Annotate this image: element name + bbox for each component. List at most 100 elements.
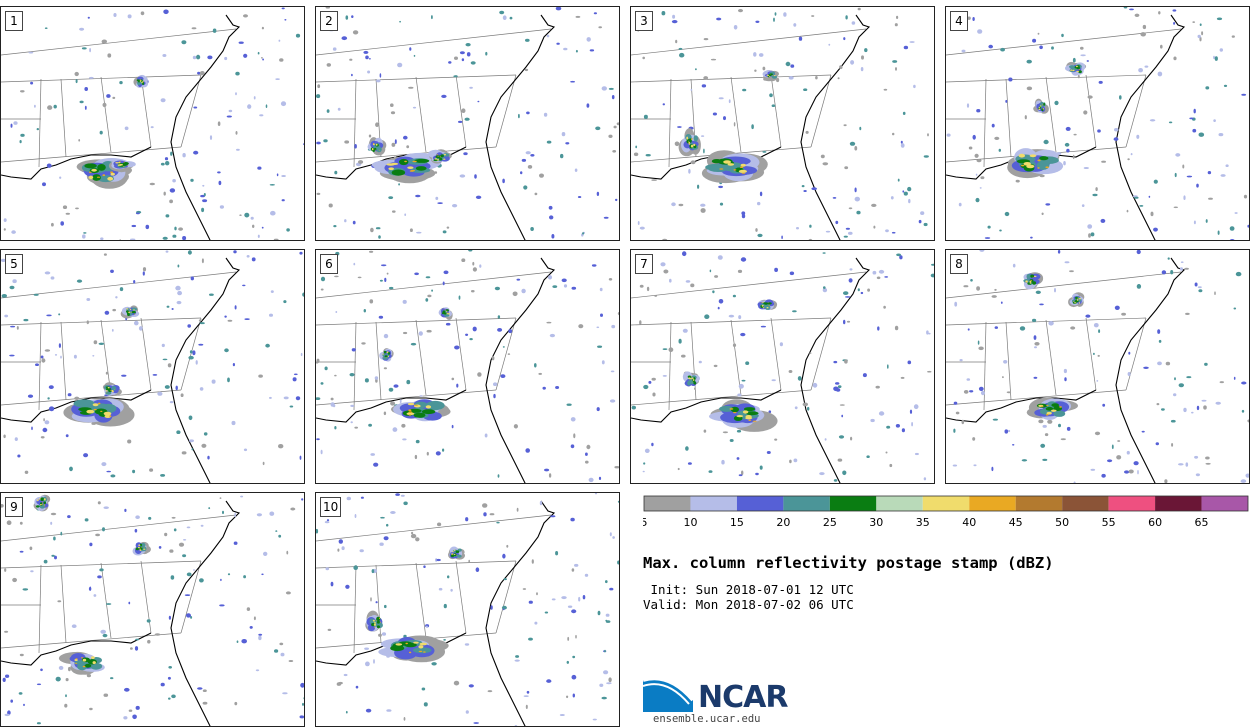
echo-cluster (77, 663, 88, 671)
echo-cell (909, 41, 915, 43)
echo-cell (526, 690, 530, 694)
echo-cell (980, 390, 985, 396)
echo-cell (477, 372, 482, 377)
echo-cell (1008, 429, 1011, 433)
echo-cell (465, 43, 471, 47)
echo-cell (60, 355, 62, 359)
echo-cell (548, 205, 553, 210)
echo-cluster (127, 165, 129, 166)
panel-number: 1 (5, 11, 23, 31)
echo-cluster (143, 548, 146, 550)
echo-cell (604, 649, 606, 653)
echo-cell (168, 666, 172, 669)
echo-cell (1058, 423, 1061, 428)
echo-cell (262, 461, 265, 466)
echo-cluster (412, 647, 432, 654)
echo-cell (283, 396, 289, 400)
echo-cell (740, 257, 747, 262)
echo-cell (55, 676, 61, 682)
echo-cluster (1040, 405, 1044, 407)
echo-cell (390, 111, 396, 115)
echo-cell (946, 133, 951, 137)
echo-cell (2, 677, 6, 682)
echo-cell (1047, 419, 1053, 424)
echo-cluster (447, 312, 449, 314)
echo-cluster (133, 309, 135, 311)
echo-cell (1063, 161, 1066, 166)
echo-cell (716, 17, 722, 21)
echo-cluster (123, 165, 125, 167)
echo-cluster (688, 140, 689, 142)
colorbar-swatch (922, 496, 970, 511)
echo-cell (414, 272, 419, 276)
echo-cell (211, 379, 216, 384)
echo-cell (907, 186, 912, 192)
echo-cell (383, 333, 389, 339)
echo-cell (1034, 346, 1037, 349)
echo-cell (599, 287, 603, 292)
echo-cell (878, 269, 885, 274)
echo-cluster (110, 390, 111, 391)
echo-cell (202, 184, 205, 187)
echo-cell (561, 132, 566, 137)
echo-cell (859, 126, 862, 131)
echo-cell (528, 600, 533, 604)
echo-cell (864, 48, 868, 53)
echo-cell (431, 15, 433, 20)
echo-cell (972, 437, 976, 441)
echo-cell (900, 376, 905, 379)
echo-cell (635, 145, 638, 149)
echo-cell (461, 258, 466, 262)
echo-cluster (690, 376, 692, 377)
echo-cluster (105, 390, 108, 392)
echo-cell (289, 405, 294, 408)
echo-cell (900, 143, 905, 148)
echo-cell (187, 250, 192, 255)
echo-cell (1, 294, 7, 298)
echo-cell (723, 116, 726, 121)
echo-cell (843, 319, 846, 325)
echo-cell (1002, 376, 1004, 379)
echo-cell (1080, 54, 1086, 57)
echo-cluster (766, 307, 769, 309)
echo-cell (375, 122, 379, 127)
echo-cell (1130, 153, 1133, 156)
echo-cluster (115, 162, 119, 164)
echo-cluster (730, 406, 739, 413)
echo-cell (857, 288, 860, 292)
echo-cell (721, 459, 725, 465)
echo-cell (4, 568, 7, 572)
echo-cell (709, 269, 712, 273)
echo-cell (1158, 339, 1162, 343)
echo-cell (399, 399, 402, 404)
echo-cell (269, 184, 275, 186)
echo-cluster (373, 143, 375, 145)
echo-cell (870, 418, 875, 423)
echo-cell (65, 694, 67, 698)
echo-cell (379, 542, 384, 546)
echo-cluster (733, 412, 737, 414)
echo-cell (286, 550, 289, 555)
echo-cell (860, 291, 864, 295)
echo-cell (175, 285, 181, 291)
echo-cell (571, 286, 577, 290)
echo-cluster (441, 312, 445, 315)
echo-cell (811, 187, 817, 191)
echo-cell (431, 662, 437, 666)
echo-cell (300, 352, 303, 357)
echo-cell (566, 695, 569, 699)
echo-cell (12, 279, 17, 284)
colorbar-swatch (1062, 496, 1109, 511)
echo-cell (465, 517, 469, 522)
echo-cell (275, 530, 278, 532)
colorbar-tick-label: 65 (1195, 516, 1209, 529)
echo-cell (690, 88, 693, 91)
echo-cell (851, 21, 856, 25)
echo-cell (539, 500, 543, 506)
echo-cell (303, 697, 304, 700)
echo-cell (1157, 329, 1161, 334)
echo-cell (966, 378, 971, 381)
echo-cell (654, 295, 658, 297)
echo-cell (178, 227, 184, 231)
echo-cell (690, 283, 695, 288)
